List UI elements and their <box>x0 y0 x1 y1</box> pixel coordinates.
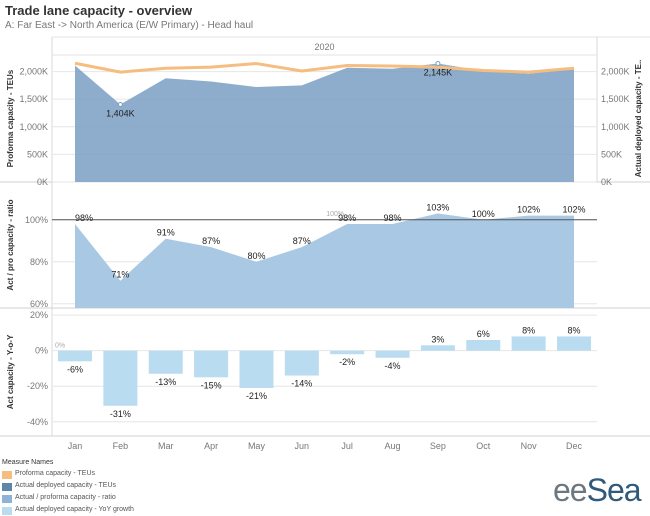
p1-ytick-left-1500: 1,500K <box>19 94 48 104</box>
yoy-bar-aug <box>375 350 410 358</box>
p1-annotation-point-8 <box>435 61 441 67</box>
yoy-bar-sep <box>420 345 455 351</box>
yoy-label-sep: 3% <box>431 334 444 344</box>
x-tick-jan: Jan <box>68 441 83 451</box>
yoy-label-apr: -15% <box>201 380 222 390</box>
p3-ytick--40: -40% <box>27 417 48 427</box>
legend-swatch-deployed <box>2 483 12 491</box>
ratio-label-apr: 87% <box>202 236 220 246</box>
legend-label-deployed: Actual deployed capacity - TEUs <box>15 482 117 489</box>
yoy-label-mar: -13% <box>155 377 176 387</box>
legend-title: Measure Names <box>2 459 54 466</box>
yoy-label-may: -21% <box>246 391 267 401</box>
x-tick-sep: Sep <box>430 441 446 451</box>
p1-annotation-point-1 <box>117 101 123 107</box>
ratio-label-feb: 71% <box>111 270 129 280</box>
p1-annotation-1: 1,404K <box>106 108 135 118</box>
proforma-capacity-line <box>74 61 575 74</box>
p1-ytick-left-1000: 1,000K <box>19 122 48 132</box>
ratio-label-nov: 102% <box>517 205 540 215</box>
yoy-bar-mar <box>148 350 183 374</box>
p3-ytick-20: 20% <box>30 310 48 320</box>
ratio-label-jul: 98% <box>338 213 356 223</box>
p1-ytick-left-2000: 2,000K <box>19 67 48 77</box>
yoy-bar-may <box>239 350 274 388</box>
p3-zero-label: 0% <box>55 343 65 350</box>
p1-ylabel-left: Proforma capacity - TEUs <box>6 69 15 167</box>
ratio-label-jan: 98% <box>75 213 93 223</box>
x-tick-feb: Feb <box>113 441 129 451</box>
x-tick-oct: Oct <box>476 441 491 451</box>
yoy-label-jul: -2% <box>339 357 355 367</box>
x-tick-nov: Nov <box>521 441 538 451</box>
x-tick-jun: Jun <box>295 441 310 451</box>
trade-lane-chart: 2020 0K 0K 500K 500K 1,000K 1,000K 1,500K 1,500K… <box>0 36 650 451</box>
p1-ytick-right-2000: 2,000K <box>601 67 630 77</box>
yoy-bar-apr <box>194 350 229 378</box>
deployed-capacity-area <box>75 63 574 182</box>
p2-ytick-100: 100% <box>25 215 48 225</box>
legend-label-ratio: Actual / proforma capacity - ratio <box>15 494 116 501</box>
x-tick-jul: Jul <box>341 441 353 451</box>
page-subtitle: A: Far East -> North America (E/W Primar… <box>5 20 254 31</box>
yoy-bar-jan <box>58 350 92 362</box>
logo-part-ee: ee <box>553 472 588 508</box>
yoy-label-nov: 8% <box>522 325 535 335</box>
x-tick-aug: Aug <box>385 441 401 451</box>
page-title: Trade lane capacity - overview <box>5 3 193 18</box>
yoy-bar-jul <box>330 350 365 355</box>
yoy-label-dec: 8% <box>567 325 580 335</box>
yoy-label-jun: -14% <box>291 379 312 389</box>
p3-ytick--20: -20% <box>27 381 48 391</box>
x-tick-mar: Mar <box>158 441 174 451</box>
yoy-bar-oct <box>466 340 501 351</box>
yoy-label-aug: -4% <box>385 361 401 371</box>
ratio-label-aug: 98% <box>384 213 402 223</box>
ratio-area <box>75 213 574 308</box>
p1-ytick-left-0: 0K <box>37 177 48 187</box>
yoy-label-feb: -31% <box>110 409 131 419</box>
x-tick-dec: Dec <box>566 441 583 451</box>
logo-part-sea: Sea <box>586 472 642 508</box>
year-label: 2020 <box>314 42 334 52</box>
ratio-label-may: 80% <box>247 251 265 261</box>
p1-ytick-right-1000: 1,000K <box>601 122 630 132</box>
p1-ytick-right-0: 0K <box>601 177 612 187</box>
ratio-label-dec: 102% <box>562 205 585 215</box>
ratio-label-mar: 91% <box>157 228 175 238</box>
yoy-label-oct: 6% <box>477 329 490 339</box>
p3-ylabel: Act capacity - Y-o-Y <box>6 334 15 409</box>
p1-ytick-left-500: 500K <box>27 149 48 159</box>
p3-ytick-0: 0% <box>35 346 48 356</box>
p1-ytick-right-500: 500K <box>601 149 622 159</box>
yoy-bar-nov <box>511 336 546 351</box>
yoy-bar-jun <box>284 350 319 376</box>
p2-ytick-80: 80% <box>30 257 48 267</box>
legend-swatch-yoy <box>2 507 12 515</box>
yoy-label-jan: -6% <box>67 364 83 374</box>
ratio-label-jun: 87% <box>293 236 311 246</box>
ratio-label-sep: 103% <box>426 203 449 213</box>
ratio-reference-label: 100% <box>326 211 344 218</box>
legend-swatch-proforma <box>2 471 12 479</box>
legend-swatch-ratio <box>2 495 12 503</box>
yoy-bar-dec <box>557 336 591 351</box>
legend-label-yoy: Actual deployed capacity - YoY growth <box>15 506 134 513</box>
eesea-logo: eeSea <box>553 472 642 509</box>
p1-ylabel-right: Actual deployed capacity - TE.. <box>634 60 643 178</box>
p1-ytick-right-1500: 1,500K <box>601 94 630 104</box>
x-tick-apr: Apr <box>204 441 218 451</box>
p1-annotation-8: 2,145K <box>424 68 453 78</box>
p2-ylabel: Act / pro capacity - ratio <box>6 199 15 290</box>
p2-ytick-60: 60% <box>30 299 48 309</box>
yoy-bar-feb <box>103 350 138 406</box>
ratio-label-oct: 100% <box>472 209 495 219</box>
x-tick-may: May <box>248 441 266 451</box>
legend-label-proforma: Proforma capacity - TEUs <box>15 470 96 477</box>
